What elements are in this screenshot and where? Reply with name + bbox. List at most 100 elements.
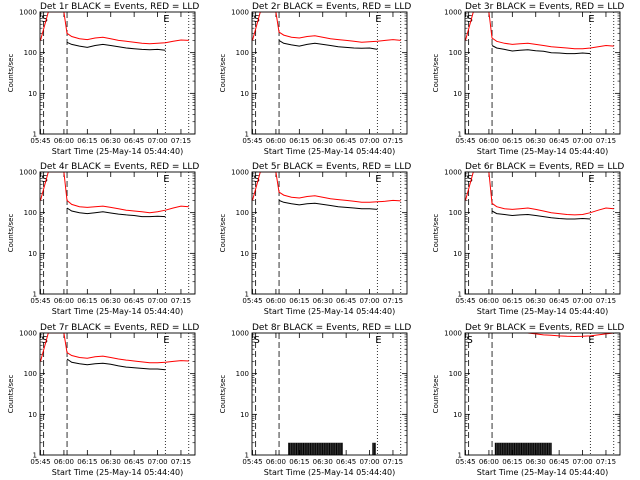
panel-det4: Det 4r BLACK = Events, RED = LLD Counts/s… — [7, 162, 199, 316]
lld-series-line — [252, 172, 401, 203]
y-axis-label: Counts/sec — [219, 375, 227, 414]
x-tick-label: 06:30 — [101, 458, 121, 466]
x-tick-label: 06:15 — [502, 458, 522, 466]
y-tick-label: 1000 — [231, 9, 249, 17]
events-series-line — [491, 45, 591, 55]
x-axis-label: Start Time (25-May-14 05:44:40) — [477, 307, 608, 316]
y-axis-label: Counts/sec — [7, 375, 15, 414]
y-tick-label: 1000 — [19, 9, 37, 17]
y-axis-label: Counts/sec — [432, 54, 440, 93]
panel-det3: Det 3r BLACK = Events, RED = LLD Counts/s… — [432, 2, 624, 156]
spike-series — [494, 442, 552, 455]
x-tick-label: 06:45 — [124, 137, 144, 145]
x-axis-label: Start Time (25-May-14 05:44:40) — [264, 468, 395, 477]
panel-title: Det 3r BLACK = Events, RED = LLD — [465, 2, 624, 12]
lld-series-line — [465, 12, 614, 50]
panel-title: Det 8r BLACK = Events, RED = LLD — [252, 323, 411, 333]
plot-frame — [464, 171, 621, 295]
x-tick-label: 06:30 — [313, 137, 333, 145]
y-tick-label: 100 — [236, 370, 249, 378]
y-tick-label: 1000 — [231, 330, 249, 338]
marker-label-s: S — [254, 174, 260, 185]
x-tick-label: 07:15 — [171, 137, 191, 145]
marker-label-e: E — [375, 14, 381, 25]
marker-label-e: E — [588, 14, 594, 25]
plot-frame — [251, 11, 408, 135]
lld-series-line — [40, 172, 189, 214]
x-tick-label: 07:00 — [572, 297, 592, 305]
marker-label-s: S — [42, 174, 48, 185]
panel-title: Det 7r BLACK = Events, RED = LLD — [40, 323, 199, 333]
x-tick-label: 06:00 — [266, 297, 286, 305]
events-series-line — [66, 207, 166, 218]
x-tick-label: 06:45 — [549, 137, 569, 145]
x-tick-label: 07:00 — [572, 137, 592, 145]
y-tick-label: 1 — [458, 131, 462, 139]
y-tick-label: 10 — [453, 250, 462, 258]
y-tick-label: 1000 — [444, 9, 462, 17]
x-axis-label: Start Time (25-May-14 05:44:40) — [477, 468, 608, 477]
y-tick-label: 10 — [240, 250, 249, 258]
panel-det6: Det 6r BLACK = Events, RED = LLD Counts/s… — [432, 162, 624, 316]
x-tick-label: 07:00 — [147, 297, 167, 305]
x-tick-label: 05:45 — [30, 297, 50, 305]
x-tick-label: 06:00 — [54, 137, 74, 145]
y-tick-label: 1 — [245, 131, 249, 139]
marker-label-s: S — [42, 14, 48, 25]
x-tick-label: 06:00 — [266, 137, 286, 145]
x-tick-label: 06:15 — [77, 458, 97, 466]
marker-label-e: E — [375, 174, 381, 185]
y-tick-label: 1 — [33, 131, 37, 139]
y-tick-label: 1000 — [231, 169, 249, 177]
x-tick-label: 05:45 — [30, 458, 50, 466]
x-tick-label: 06:30 — [101, 137, 121, 145]
plot-frame — [39, 11, 196, 135]
events-series-line — [491, 210, 591, 220]
marker-label-s: S — [254, 14, 260, 25]
x-tick-label: 06:15 — [289, 297, 309, 305]
x-tick-label: 05:45 — [242, 137, 262, 145]
x-tick-label: 07:15 — [171, 458, 191, 466]
marker-label-s: S — [467, 14, 473, 25]
y-tick-label: 100 — [449, 370, 462, 378]
marker-label-e: E — [375, 335, 381, 346]
plot-frame — [464, 11, 621, 135]
y-axis-label: Counts/sec — [7, 214, 15, 253]
x-tick-label: 07:00 — [572, 458, 592, 466]
y-tick-label: 100 — [24, 49, 37, 57]
x-tick-label: 06:45 — [549, 458, 569, 466]
panel-title: Det 6r BLACK = Events, RED = LLD — [465, 162, 624, 172]
y-tick-label: 10 — [28, 250, 37, 258]
y-tick-label: 1000 — [19, 169, 37, 177]
y-tick-label: 100 — [24, 209, 37, 217]
x-tick-label: 06:15 — [289, 458, 309, 466]
y-tick-label: 1 — [458, 291, 462, 299]
panel-title: Det 1r BLACK = Events, RED = LLD — [40, 2, 199, 12]
panel-det7: Det 7r BLACK = Events, RED = LLD Counts/s… — [7, 323, 199, 477]
x-tick-label: 05:45 — [242, 458, 262, 466]
x-tick-label: 06:15 — [77, 297, 97, 305]
y-tick-label: 10 — [453, 411, 462, 419]
x-tick-label: 06:00 — [479, 297, 499, 305]
x-tick-label: 05:45 — [455, 297, 475, 305]
marker-label-e: E — [163, 174, 169, 185]
panel-det8: Det 8r BLACK = Events, RED = LLD Counts/s… — [219, 323, 411, 477]
x-axis-label: Start Time (25-May-14 05:44:40) — [264, 147, 395, 156]
x-tick-label: 06:00 — [479, 458, 499, 466]
x-tick-label: 05:45 — [30, 137, 50, 145]
x-tick-label: 06:00 — [54, 297, 74, 305]
x-tick-label: 05:45 — [455, 137, 475, 145]
x-tick-label: 06:30 — [313, 458, 333, 466]
x-tick-label: 05:45 — [455, 458, 475, 466]
x-tick-label: 06:45 — [336, 458, 356, 466]
x-tick-label: 06:15 — [502, 137, 522, 145]
y-tick-label: 100 — [449, 209, 462, 217]
y-tick-label: 100 — [449, 49, 462, 57]
y-tick-label: 1000 — [19, 330, 37, 338]
x-tick-label: 07:00 — [147, 458, 167, 466]
events-series-line — [66, 358, 166, 371]
x-tick-label: 06:30 — [526, 458, 546, 466]
x-tick-label: 06:00 — [266, 458, 286, 466]
plot-frame — [39, 171, 196, 295]
